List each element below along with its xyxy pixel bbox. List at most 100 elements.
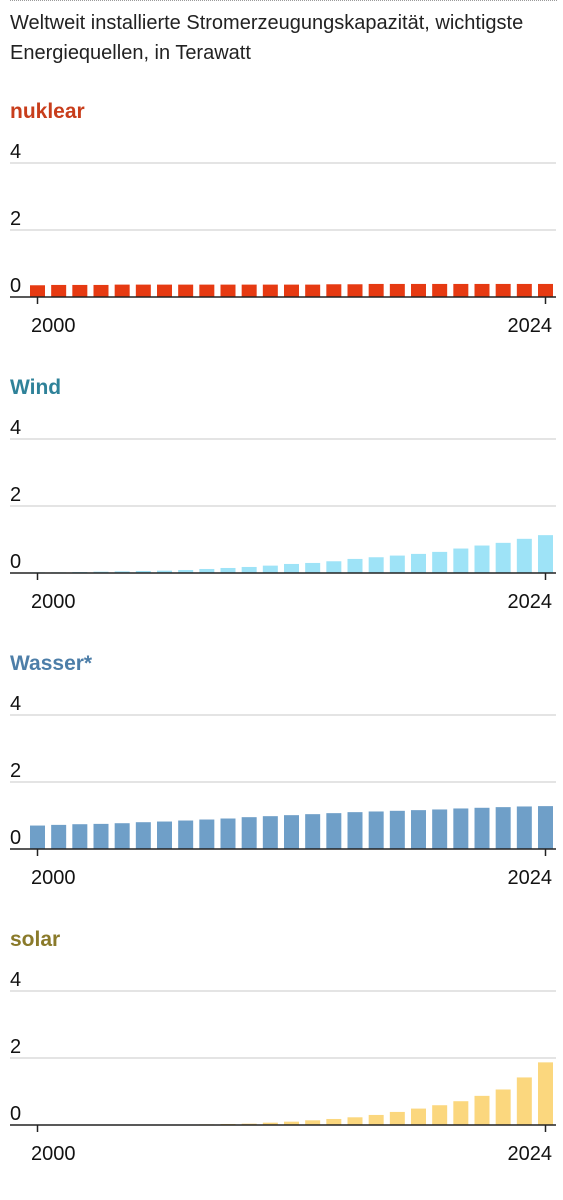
panel-title-wasser: Wasser* <box>10 652 93 675</box>
bar-wind-2014 <box>326 561 342 573</box>
bar-nuklear-2020 <box>453 283 469 298</box>
bar-wind-2010 <box>241 566 257 573</box>
bar-nuklear-2003 <box>93 284 109 297</box>
bar-nuklear-2009 <box>220 284 236 297</box>
bar-wind-2011 <box>262 565 278 573</box>
bar-solar-2020 <box>453 1101 469 1125</box>
bar-nuklear-2014 <box>326 284 342 297</box>
bar-solar-2014 <box>326 1118 342 1125</box>
bar-wasser-2003 <box>93 823 109 850</box>
bar-nuklear-2013 <box>305 284 321 297</box>
bar-solar-2023 <box>516 1077 532 1125</box>
bar-solar-2018 <box>411 1108 426 1125</box>
bar-wind-2021 <box>474 545 490 573</box>
bar-wasser-2008 <box>199 819 215 849</box>
bar-wind-2009 <box>220 567 236 573</box>
bar-wind-2022 <box>495 542 511 573</box>
bar-wind-2008 <box>199 568 215 573</box>
bar-nuklear-2017 <box>389 283 405 298</box>
x-tick-label-wasser-2000: 2000 <box>31 867 76 889</box>
bar-nuklear-2007 <box>178 284 194 297</box>
bar-nuklear-2018 <box>411 283 426 298</box>
y-tick-label-solar-4: 4 <box>10 969 21 991</box>
bar-wasser-2005 <box>135 822 151 849</box>
bar-wasser-2020 <box>453 808 469 849</box>
y-tick-label-wasser-0: 0 <box>10 827 21 849</box>
bar-wind-2007 <box>178 569 194 573</box>
y-tick-label-solar-0: 0 <box>10 1103 21 1125</box>
bar-wind-2004 <box>114 571 130 574</box>
bar-wind-2012 <box>284 563 299 573</box>
y-tick-label-nuklear-4: 4 <box>10 141 21 163</box>
bar-wasser-2021 <box>474 807 490 849</box>
panel-wasser: Wasser* 0 2 4 2000 2024 <box>10 652 556 889</box>
bar-nuklear-2021 <box>474 283 490 298</box>
x-tick-label-solar-2024: 2024 <box>508 1143 553 1165</box>
bar-nuklear-2019 <box>432 283 448 298</box>
panel-solar: solar 0 2 4 2000 2024 <box>10 928 556 1165</box>
bar-solar-2016 <box>368 1114 384 1125</box>
y-tick-label-nuklear-2: 2 <box>10 208 21 230</box>
bar-wasser-2000 <box>30 825 45 849</box>
bar-wasser-2024 <box>538 806 553 849</box>
bar-wasser-2015 <box>347 812 363 849</box>
y-tick-label-nuklear-0: 0 <box>10 275 21 297</box>
bar-nuklear-2015 <box>347 284 363 297</box>
panel-title-solar: solar <box>10 928 60 951</box>
bar-wind-2019 <box>432 551 448 573</box>
bar-nuklear-2006 <box>157 284 172 297</box>
bar-wind-2005 <box>135 570 151 573</box>
bar-solar-2022 <box>495 1089 511 1125</box>
bar-wasser-2023 <box>516 806 532 850</box>
y-tick-label-wind-0: 0 <box>10 551 21 573</box>
bar-solar-2013 <box>305 1120 321 1125</box>
bar-wasser-2009 <box>220 818 236 849</box>
bar-wasser-2011 <box>262 816 278 849</box>
bar-nuklear-2004 <box>114 284 130 297</box>
chart-subtitle: Weltweit installierte Stromerzeugungskap… <box>10 12 524 64</box>
x-tick-label-wasser-2024: 2024 <box>508 867 553 889</box>
bar-wasser-2022 <box>495 807 511 850</box>
x-tick-label-wind-2000: 2000 <box>31 591 76 613</box>
bar-nuklear-2012 <box>284 284 299 297</box>
bar-solar-2012 <box>284 1121 299 1125</box>
bar-nuklear-2010 <box>241 284 257 297</box>
bar-wind-2015 <box>347 558 363 573</box>
bar-wind-2013 <box>305 562 321 573</box>
bar-solar-2024 <box>538 1062 553 1126</box>
bar-wasser-2016 <box>368 811 384 849</box>
bar-wind-2018 <box>411 553 426 573</box>
panel-title-nuklear: nuklear <box>10 100 85 123</box>
y-tick-label-wind-2: 2 <box>10 484 21 506</box>
bar-nuklear-2005 <box>135 284 151 297</box>
bar-wasser-2004 <box>114 823 130 850</box>
panel-nuklear: nuklear 0 2 4 2000 2024 <box>10 100 556 337</box>
bar-wasser-2014 <box>326 813 342 849</box>
bar-wasser-2006 <box>157 821 172 849</box>
bar-wasser-2012 <box>284 815 299 849</box>
bar-nuklear-2022 <box>495 283 511 298</box>
bar-wasser-2017 <box>389 810 405 849</box>
bar-solar-2017 <box>389 1111 405 1125</box>
bar-nuklear-2011 <box>262 284 278 297</box>
bar-solar-2011 <box>262 1122 278 1125</box>
bar-wind-2016 <box>368 557 384 573</box>
top-divider <box>10 0 557 1</box>
x-tick-label-nuklear-2024: 2024 <box>508 315 553 337</box>
bar-wasser-2018 <box>411 810 426 849</box>
bar-solar-2019 <box>432 1105 448 1125</box>
y-tick-label-wind-4: 4 <box>10 417 21 439</box>
bar-wasser-2002 <box>72 824 88 849</box>
bar-wasser-2007 <box>178 820 194 849</box>
bar-wasser-2010 <box>241 817 257 849</box>
panel-wind: Wind 0 2 4 2000 2024 <box>10 376 556 613</box>
bar-wind-2020 <box>453 548 469 573</box>
bar-wind-2017 <box>389 555 405 573</box>
bar-wind-2023 <box>516 538 532 573</box>
y-tick-label-wasser-2: 2 <box>10 760 21 782</box>
bar-nuklear-2002 <box>72 284 88 297</box>
x-tick-label-wind-2024: 2024 <box>508 591 553 613</box>
bar-nuklear-2000 <box>30 285 45 297</box>
bar-nuklear-2001 <box>51 284 67 297</box>
